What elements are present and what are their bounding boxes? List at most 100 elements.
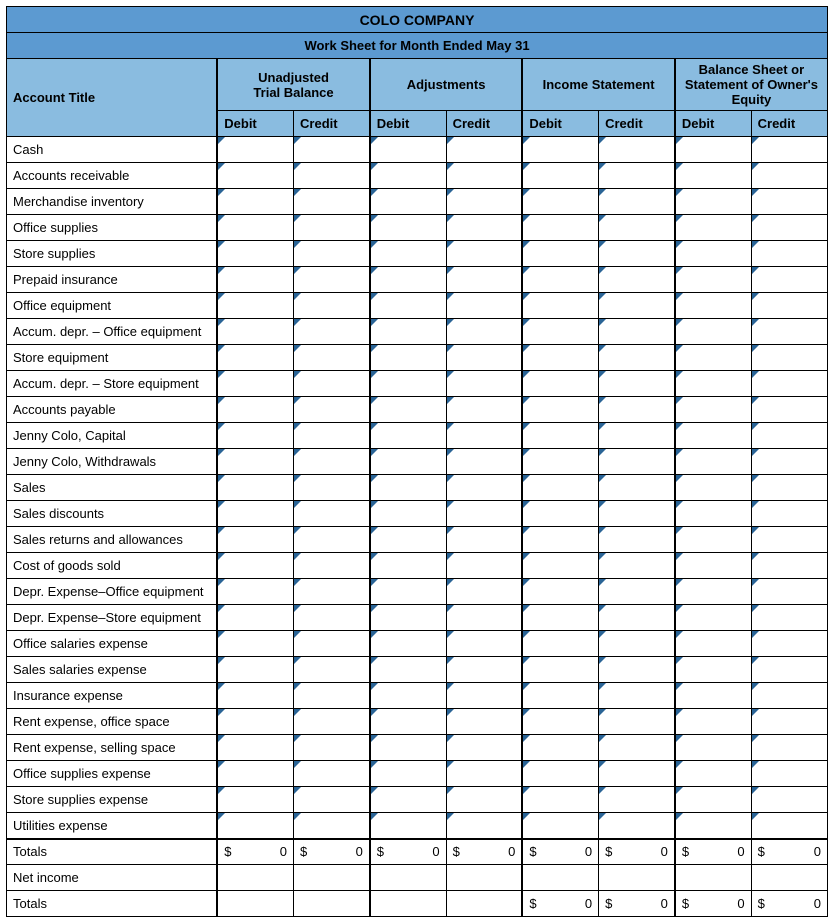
amount-input[interactable] bbox=[218, 684, 293, 708]
amount-input[interactable] bbox=[599, 450, 674, 474]
amount-input[interactable] bbox=[599, 476, 674, 500]
amount-input[interactable] bbox=[447, 476, 522, 500]
amount-input[interactable] bbox=[294, 138, 369, 162]
amount-input[interactable] bbox=[676, 424, 751, 448]
amount-input[interactable] bbox=[218, 242, 293, 266]
amount-input[interactable] bbox=[523, 242, 598, 266]
amount-input[interactable] bbox=[294, 762, 369, 786]
amount-input[interactable] bbox=[218, 813, 293, 837]
amount-input[interactable] bbox=[447, 424, 522, 448]
amount-input[interactable] bbox=[599, 190, 674, 214]
amount-input[interactable] bbox=[599, 216, 674, 240]
amount-input[interactable] bbox=[294, 346, 369, 370]
amount-input[interactable] bbox=[752, 216, 827, 240]
amount-input[interactable] bbox=[447, 372, 522, 396]
amount-input[interactable] bbox=[676, 294, 751, 318]
amount-input[interactable] bbox=[294, 164, 369, 188]
amount-input[interactable] bbox=[676, 242, 751, 266]
amount-input[interactable] bbox=[523, 580, 598, 604]
amount-input[interactable] bbox=[599, 658, 674, 682]
amount-input[interactable] bbox=[371, 710, 446, 734]
amount-input[interactable] bbox=[599, 762, 674, 786]
amount-input[interactable] bbox=[447, 502, 522, 526]
amount-input[interactable] bbox=[294, 424, 369, 448]
amount-input[interactable] bbox=[371, 450, 446, 474]
amount-input[interactable] bbox=[676, 450, 751, 474]
amount-input[interactable] bbox=[599, 528, 674, 552]
amount-input[interactable] bbox=[523, 320, 598, 344]
amount-input[interactable] bbox=[523, 813, 598, 837]
amount-input[interactable] bbox=[523, 606, 598, 630]
amount-input[interactable] bbox=[218, 138, 293, 162]
amount-input[interactable] bbox=[676, 138, 751, 162]
amount-input[interactable] bbox=[371, 372, 446, 396]
amount-input[interactable] bbox=[218, 190, 293, 214]
amount-input[interactable] bbox=[523, 216, 598, 240]
amount-input[interactable] bbox=[676, 788, 751, 812]
amount-input[interactable] bbox=[218, 762, 293, 786]
amount-input[interactable] bbox=[447, 736, 522, 760]
amount-input[interactable] bbox=[294, 736, 369, 760]
amount-input[interactable] bbox=[523, 788, 598, 812]
amount-input[interactable] bbox=[599, 268, 674, 292]
amount-input[interactable] bbox=[294, 684, 369, 708]
amount-input[interactable] bbox=[523, 190, 598, 214]
amount-input[interactable] bbox=[752, 528, 827, 552]
amount-input[interactable] bbox=[599, 684, 674, 708]
amount-input[interactable] bbox=[294, 476, 369, 500]
amount-input[interactable] bbox=[447, 190, 522, 214]
amount-input[interactable] bbox=[752, 450, 827, 474]
amount-input[interactable] bbox=[523, 294, 598, 318]
amount-input[interactable] bbox=[599, 788, 674, 812]
amount-input[interactable] bbox=[752, 554, 827, 578]
amount-input[interactable] bbox=[599, 710, 674, 734]
amount-input[interactable] bbox=[218, 164, 293, 188]
amount-input[interactable] bbox=[371, 528, 446, 552]
amount-input[interactable] bbox=[599, 242, 674, 266]
amount-input[interactable] bbox=[447, 813, 522, 837]
amount-input[interactable] bbox=[676, 346, 751, 370]
amount-input[interactable] bbox=[752, 320, 827, 344]
amount-input[interactable] bbox=[218, 632, 293, 656]
amount-input[interactable] bbox=[752, 762, 827, 786]
amount-input[interactable] bbox=[599, 138, 674, 162]
amount-input[interactable] bbox=[752, 268, 827, 292]
amount-input[interactable] bbox=[752, 242, 827, 266]
amount-input[interactable] bbox=[371, 813, 446, 837]
amount-input[interactable] bbox=[752, 788, 827, 812]
amount-input[interactable] bbox=[218, 788, 293, 812]
amount-input[interactable] bbox=[676, 658, 751, 682]
amount-input[interactable] bbox=[218, 216, 293, 240]
amount-input[interactable] bbox=[218, 320, 293, 344]
amount-input[interactable] bbox=[447, 320, 522, 344]
amount-input[interactable] bbox=[371, 242, 446, 266]
amount-input[interactable] bbox=[371, 632, 446, 656]
amount-input[interactable] bbox=[676, 502, 751, 526]
amount-input[interactable] bbox=[218, 710, 293, 734]
amount-input[interactable] bbox=[752, 372, 827, 396]
amount-input[interactable] bbox=[599, 736, 674, 760]
amount-input[interactable] bbox=[447, 658, 522, 682]
amount-input[interactable] bbox=[371, 684, 446, 708]
amount-input[interactable] bbox=[523, 554, 598, 578]
amount-input[interactable] bbox=[218, 606, 293, 630]
amount-input[interactable] bbox=[676, 606, 751, 630]
amount-input[interactable] bbox=[294, 216, 369, 240]
amount-input[interactable] bbox=[371, 268, 446, 292]
amount-input[interactable] bbox=[523, 372, 598, 396]
amount-input[interactable] bbox=[752, 476, 827, 500]
amount-input[interactable] bbox=[676, 684, 751, 708]
amount-input[interactable] bbox=[599, 346, 674, 370]
amount-input[interactable] bbox=[523, 736, 598, 760]
amount-input[interactable] bbox=[447, 762, 522, 786]
amount-input[interactable] bbox=[752, 398, 827, 422]
amount-input[interactable] bbox=[599, 502, 674, 526]
amount-input[interactable] bbox=[599, 606, 674, 630]
amount-input[interactable] bbox=[676, 216, 751, 240]
amount-input[interactable] bbox=[371, 476, 446, 500]
amount-input[interactable] bbox=[676, 476, 751, 500]
amount-input[interactable] bbox=[371, 216, 446, 240]
amount-input[interactable] bbox=[371, 320, 446, 344]
amount-input[interactable] bbox=[752, 710, 827, 734]
amount-input[interactable] bbox=[447, 242, 522, 266]
